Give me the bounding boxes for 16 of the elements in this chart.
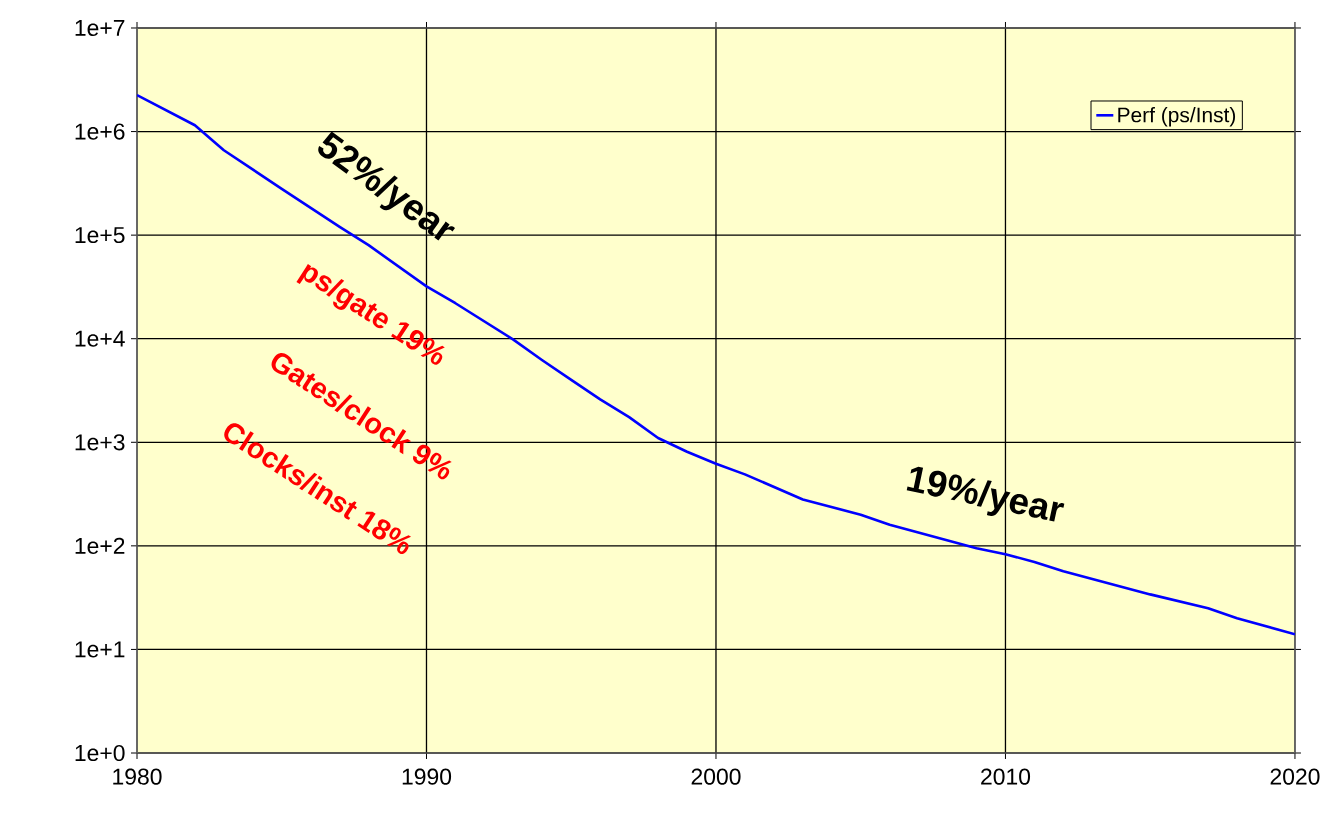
x-tick-label: 2000	[691, 768, 741, 785]
y-tick-label: 1e+3	[75, 434, 125, 451]
x-tick-label: 1980	[113, 768, 162, 785]
y-tick-label: 1e+0	[75, 744, 125, 762]
x-tick-label: 2010	[981, 768, 1031, 785]
y-tick-label: 1e+6	[75, 123, 125, 140]
x-tick-label: 1990	[402, 768, 452, 785]
y-tick-label: 1e+2	[75, 537, 125, 554]
x-tick-label: 2020	[1270, 768, 1320, 785]
y-tick-label: 1e+7	[75, 19, 125, 36]
annotation: 19%/year	[906, 466, 1065, 522]
y-tick-label: 1e+5	[75, 227, 125, 244]
line-series	[137, 93, 1295, 636]
legend-label: Perf (ps/Inst)	[1118, 106, 1236, 127]
y-tick-label: 1e+1	[75, 641, 125, 658]
y-tick-label: 1e+4	[75, 330, 125, 347]
